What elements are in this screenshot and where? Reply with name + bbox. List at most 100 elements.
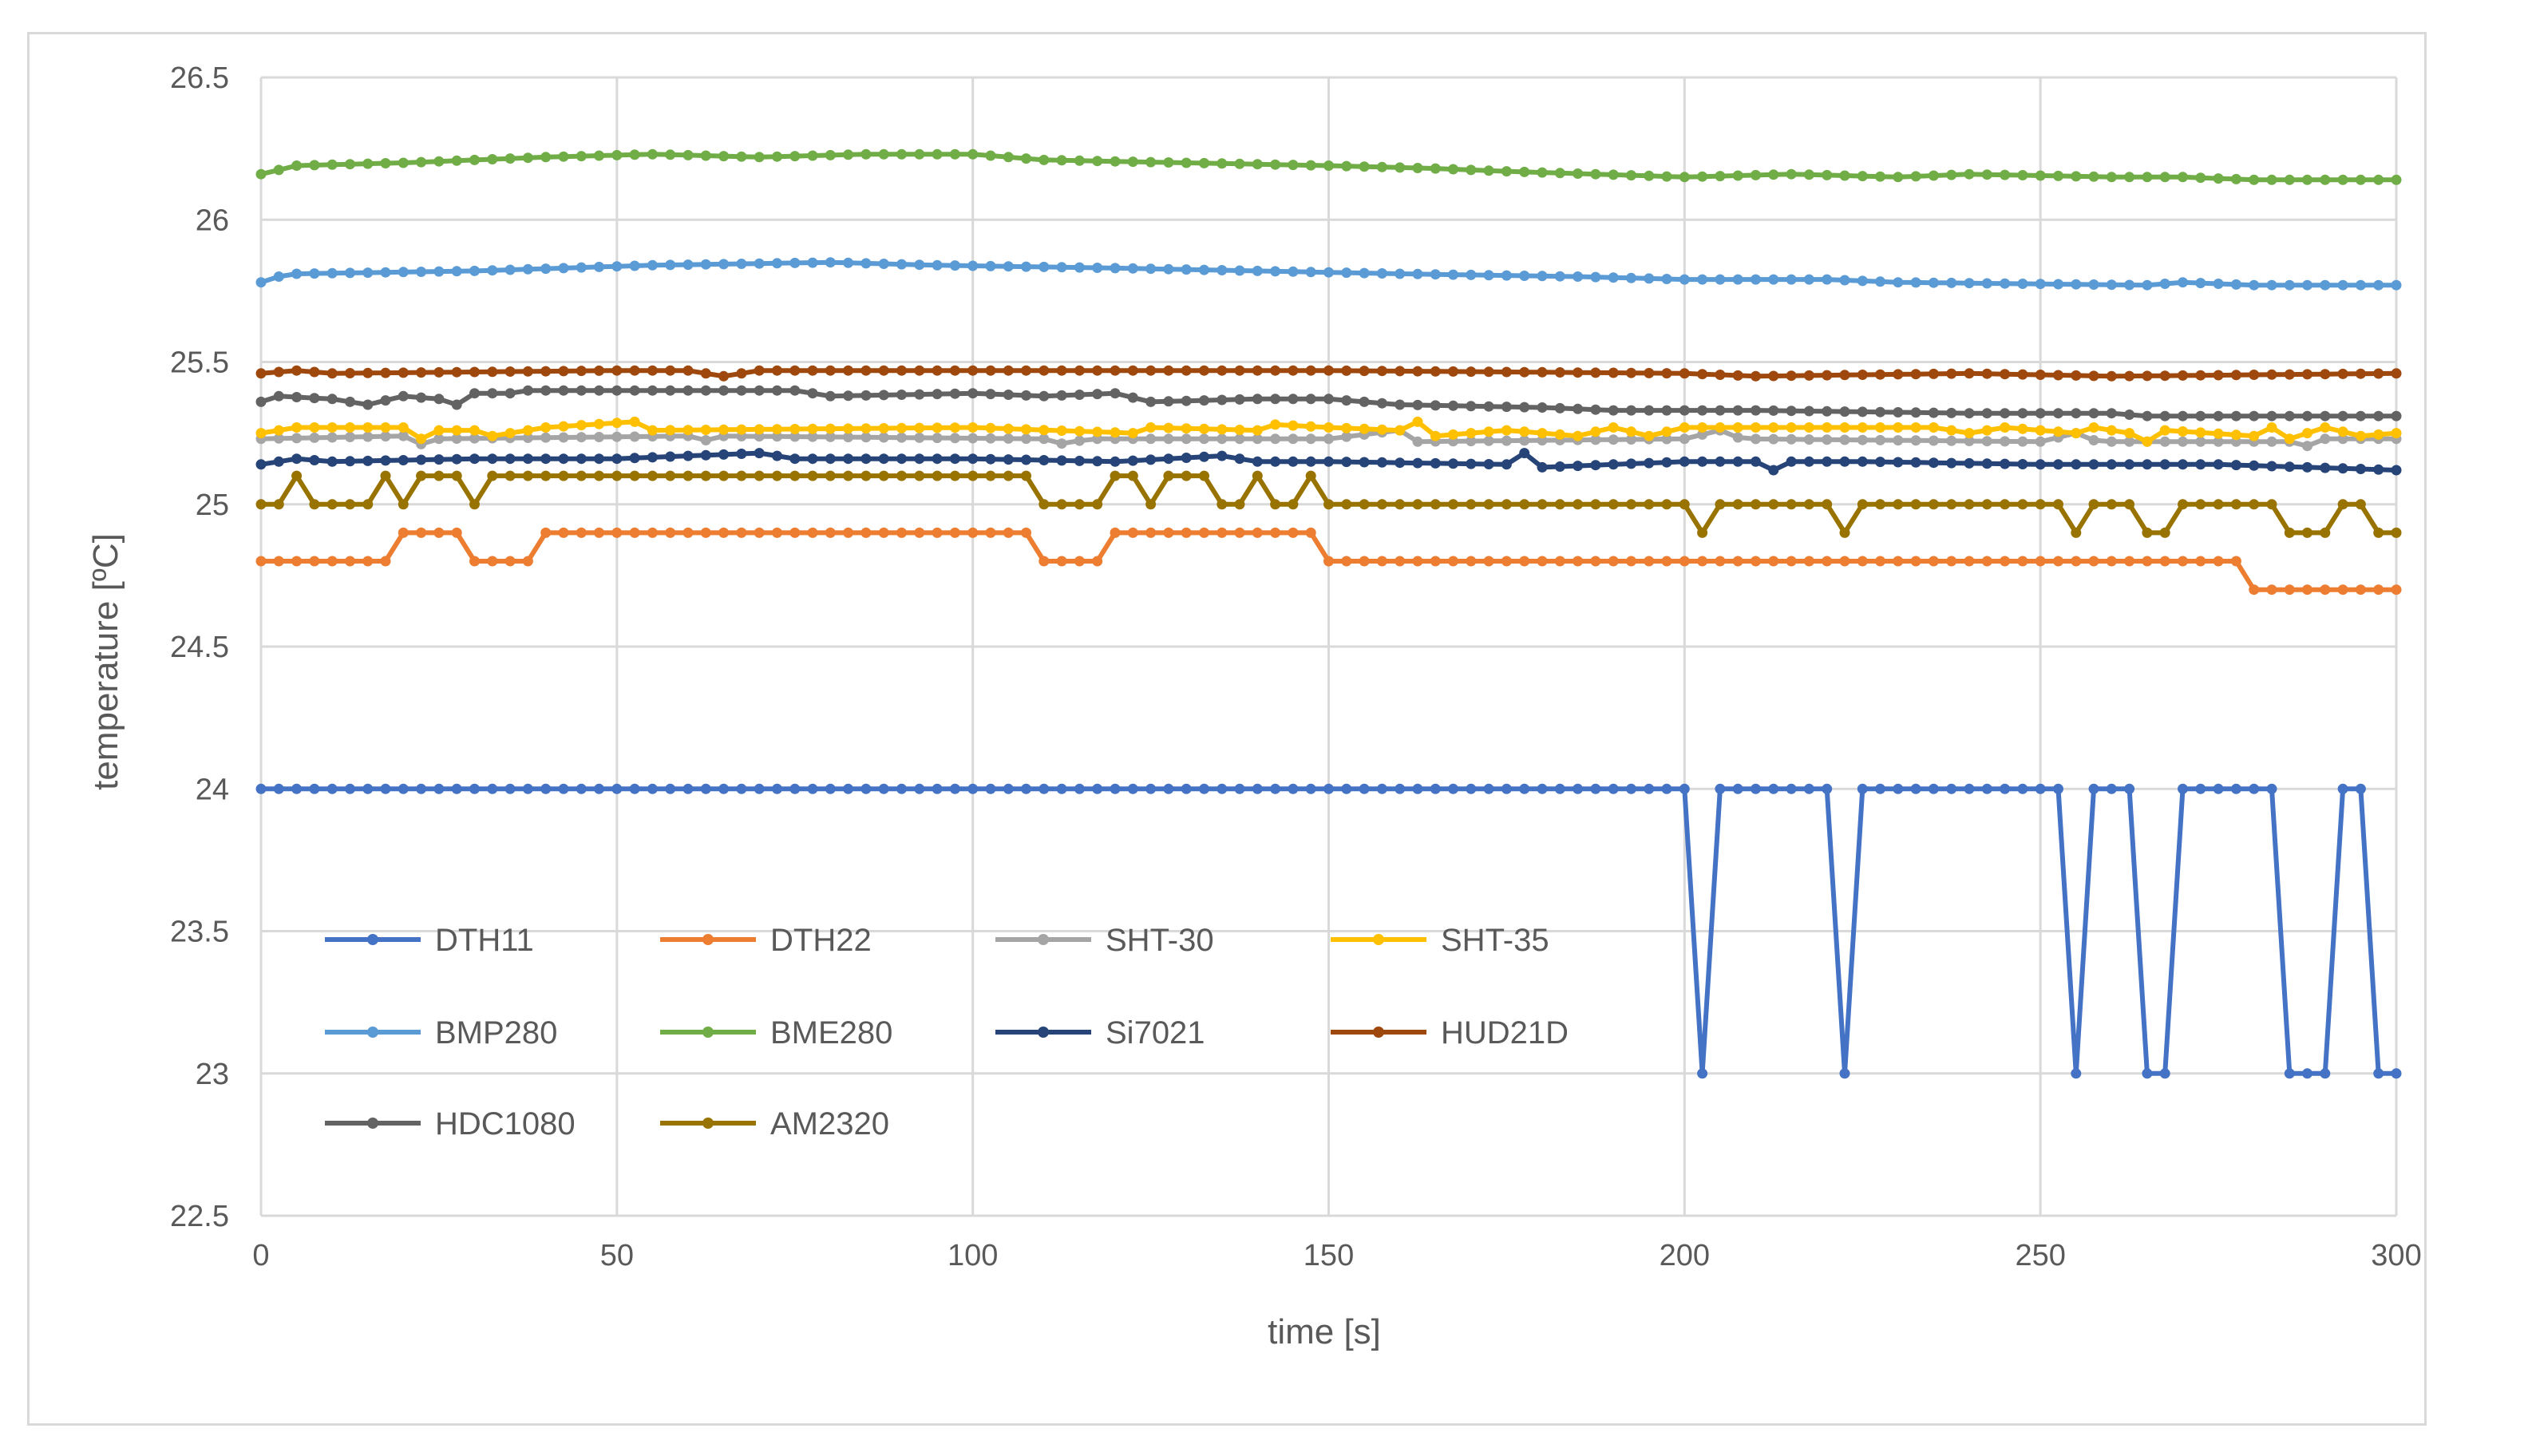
data-point — [1039, 261, 1050, 272]
data-point — [1751, 433, 1761, 445]
data-point — [1537, 556, 1548, 567]
data-point — [860, 365, 872, 376]
data-point — [1697, 405, 1708, 416]
data-point — [2124, 556, 2135, 567]
data-point — [416, 454, 427, 465]
data-point — [754, 783, 765, 794]
data-point — [1305, 365, 1316, 376]
data-point — [1768, 433, 1779, 445]
data-point — [1074, 556, 1085, 567]
data-point — [1537, 499, 1548, 510]
data-point — [416, 470, 427, 481]
data-point — [914, 470, 925, 481]
data-point — [1395, 457, 1406, 469]
data-point — [1003, 152, 1014, 163]
data-point — [2373, 429, 2384, 440]
data-point — [1981, 368, 1992, 379]
data-point — [1732, 370, 1743, 381]
data-point — [1679, 499, 1690, 510]
data-point — [362, 455, 374, 466]
data-point — [2373, 368, 2384, 379]
data-point — [878, 365, 889, 376]
data-point — [1483, 401, 1494, 412]
data-point — [843, 365, 854, 376]
data-point — [2337, 368, 2348, 379]
data-point — [1839, 556, 1850, 567]
data-point — [1412, 268, 1423, 279]
axes: 22.5 23 23.5 24 24.5 25 25.5 26 26.5 0 50 100 150 200… — [170, 61, 2422, 1272]
data-point — [558, 453, 569, 465]
data-point — [2230, 173, 2241, 184]
data-point — [772, 431, 782, 442]
data-point — [1323, 456, 1334, 467]
data-point — [878, 470, 889, 481]
data-point — [896, 365, 907, 376]
data-point — [1928, 457, 1939, 469]
data-point — [825, 390, 836, 402]
data-point — [1234, 425, 1245, 435]
data-point — [1074, 262, 1085, 273]
data-point — [1537, 783, 1548, 794]
data-point — [2213, 410, 2224, 421]
data-point — [2302, 410, 2312, 421]
data-point — [2249, 584, 2260, 595]
data-point — [1056, 783, 1067, 794]
legend-label: SHT-30 — [1106, 923, 1214, 958]
data-point — [932, 433, 943, 444]
data-point — [2373, 174, 2384, 185]
data-point — [2284, 527, 2295, 538]
data-point — [2159, 172, 2170, 183]
data-point — [1751, 456, 1761, 467]
data-point — [2000, 169, 2011, 180]
data-point — [1217, 433, 1228, 445]
data-point — [2178, 499, 2188, 510]
data-point — [1341, 499, 1352, 510]
data-point — [2000, 278, 2011, 289]
data-point — [1626, 458, 1636, 469]
data-point — [843, 470, 854, 481]
data-point — [1056, 556, 1067, 567]
data-point — [1163, 470, 1174, 481]
data-point — [896, 148, 907, 160]
data-point — [2355, 368, 2366, 379]
data-point — [2320, 410, 2331, 421]
data-point — [1910, 369, 1921, 380]
chart-area: 22.5 23 23.5 24 24.5 25 25.5 26 26.5 0 50 100 150 200… — [27, 32, 2427, 1426]
data-point — [611, 453, 623, 465]
data-point — [1234, 158, 1245, 169]
data-point — [504, 264, 516, 275]
data-point — [1661, 433, 1672, 445]
data-point — [1127, 428, 1138, 439]
data-point — [1056, 499, 1067, 510]
data-point — [326, 499, 338, 510]
data-point — [540, 152, 552, 163]
data-point — [1644, 170, 1655, 181]
data-point — [504, 428, 516, 439]
data-point — [665, 385, 676, 396]
data-point — [807, 388, 818, 399]
data-point — [807, 470, 818, 481]
data-point — [398, 527, 409, 538]
data-point — [1395, 499, 1406, 510]
data-point — [1110, 427, 1121, 438]
data-point — [2124, 172, 2135, 183]
data-point — [1875, 276, 1885, 287]
data-point — [611, 470, 623, 481]
data-point — [2284, 279, 2295, 291]
data-point — [469, 388, 480, 399]
data-point — [1644, 367, 1655, 378]
data-point — [985, 260, 996, 271]
data-point — [1305, 267, 1316, 278]
data-point — [1270, 266, 1281, 277]
data-point — [754, 365, 765, 376]
data-point — [611, 261, 623, 272]
data-point — [914, 527, 925, 538]
legend-label: HDC1080 — [435, 1106, 576, 1141]
data-point — [1270, 365, 1281, 376]
data-point — [1608, 422, 1619, 433]
data-point — [2195, 459, 2206, 470]
data-point — [1270, 394, 1281, 405]
data-point — [1199, 527, 1209, 538]
data-point — [1590, 426, 1601, 437]
data-point — [1857, 370, 1868, 380]
